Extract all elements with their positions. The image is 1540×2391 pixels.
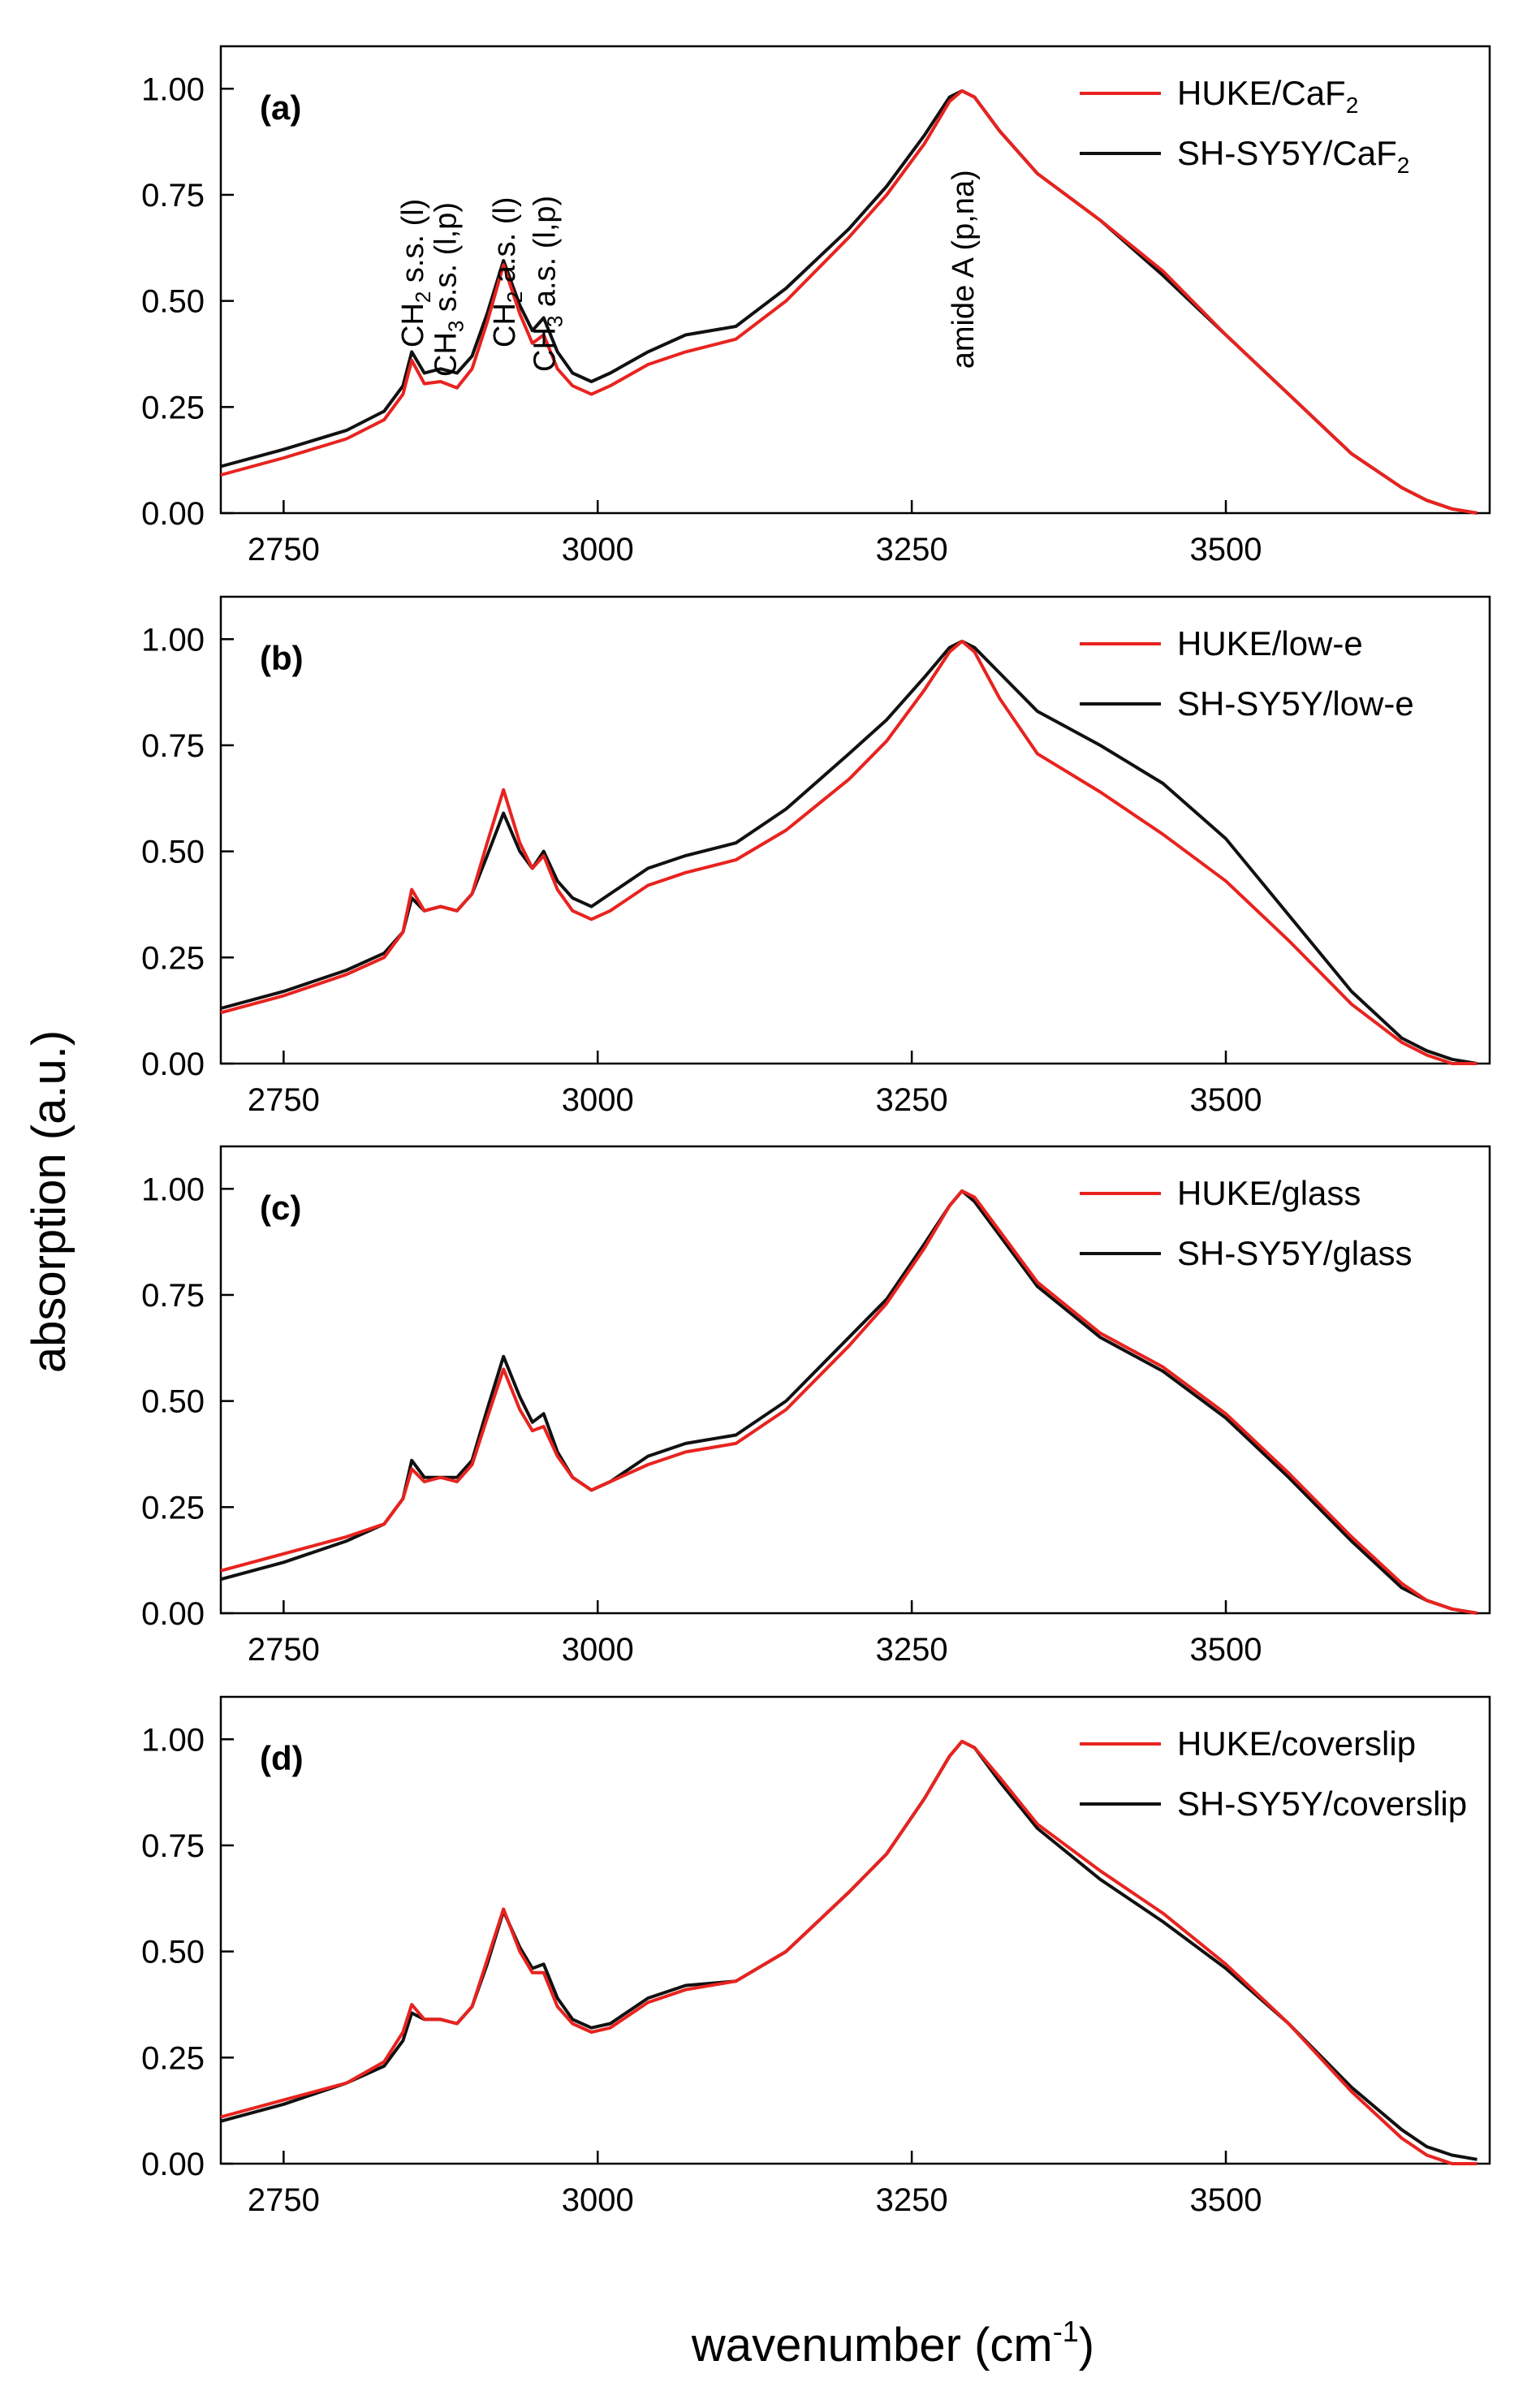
y-tick-label: 0.00: [141, 2147, 205, 2182]
x-tick-label: 2750: [248, 2182, 320, 2218]
y-tick-label: 0.75: [141, 1278, 205, 1314]
x-axis-title-exponent: -1: [1053, 2315, 1079, 2348]
peak-annotation: CH2 a.s. (l): [488, 197, 527, 347]
x-tick-label: 3000: [562, 1082, 634, 1118]
series-line: [220, 88, 1477, 515]
plot-frame: [219, 1145, 1491, 1615]
x-tick-label: 3250: [876, 2182, 948, 2218]
legend-label: SH-SY5Y/glass: [1177, 1234, 1412, 1272]
y-tick-label: 0.75: [141, 1828, 205, 1864]
x-axis-title: wavenumber (cm-1): [691, 2315, 1094, 2372]
series-line: [220, 639, 1477, 1065]
y-tick-label: 0.50: [141, 835, 205, 870]
y-tick-label: 0.00: [141, 1596, 205, 1632]
y-tick-label: 0.50: [141, 1935, 205, 1970]
panel-label: (a): [260, 88, 301, 127]
legend-label: SH-SY5Y/low-e: [1177, 684, 1414, 723]
y-tick-label: 0.25: [141, 1490, 205, 1526]
peak-annotation: CH3 s.s. (l,p): [429, 202, 468, 377]
peak-annotation: CH2 s.s. (l): [396, 199, 435, 347]
panel-label: (c): [260, 1189, 301, 1227]
peak-annotation: amide A (p,na): [947, 170, 981, 369]
peak-annotation: CH3 a.s. (l,p): [528, 196, 567, 372]
series-line: [220, 1189, 1477, 1615]
x-tick-label: 2750: [248, 532, 320, 568]
y-axis-title: absorption (a.u.): [23, 1030, 75, 1373]
x-tick-label: 3500: [1190, 532, 1262, 568]
plot-frame: [219, 1695, 1491, 2165]
y-tick-label: 0.00: [141, 496, 205, 532]
plot-frame: [219, 45, 1491, 515]
series-line: [220, 1189, 1477, 1615]
y-tick-label: 0.25: [141, 2040, 205, 2076]
y-tick-label: 0.25: [141, 390, 205, 425]
legend-label: HUKE/low-e: [1177, 624, 1363, 662]
x-tick-label: 3500: [1190, 2182, 1262, 2218]
y-tick-label: 0.75: [141, 178, 205, 214]
y-tick-label: 1.00: [141, 622, 205, 658]
x-tick-label: 2750: [248, 1632, 320, 1668]
series-line: [220, 1739, 1477, 2165]
legend-label: HUKE/coverslip: [1177, 1724, 1416, 1763]
x-tick-label: 3000: [562, 1632, 634, 1668]
panel-label: (d): [260, 1739, 304, 1777]
y-tick-label: 0.50: [141, 1384, 205, 1420]
legend-label: SH-SY5Y/CaF2: [1177, 134, 1409, 178]
x-tick-label: 3250: [876, 1082, 948, 1118]
y-tick-label: 0.50: [141, 284, 205, 320]
y-tick-label: 0.75: [141, 728, 205, 764]
chart-panel-c: 0.00 0.25 0.50 0.75 1.00 2750 3000 3250 3500 (c) H…: [141, 1145, 1491, 1668]
legend-label: SH-SY5Y/coverslip: [1177, 1785, 1467, 1823]
y-tick-label: 1.00: [141, 71, 205, 107]
y-tick-label: 1.00: [141, 1172, 205, 1207]
x-tick-label: 2750: [248, 1082, 320, 1118]
chart-panel-b: 0.00 0.25 0.50 0.75 1.00 2750 3000 3250 3500 (b) H…: [141, 595, 1491, 1118]
y-tick-label: 0.00: [141, 1047, 205, 1082]
legend-label: HUKE/CaF2: [1177, 74, 1358, 118]
x-tick-label: 3250: [876, 1632, 948, 1668]
chart-panel-d: 0.00 0.25 0.50 0.75 1.00 2750 3000 3250 3500 (d) H…: [141, 1695, 1491, 2218]
x-tick-label: 3250: [876, 532, 948, 568]
legend-label: HUKE/glass: [1177, 1174, 1361, 1212]
chart-panel-a: 0.00 0.25 0.50 0.75 1.00 2750 3000 3250 3500 (a) H…: [141, 45, 1491, 568]
y-tick-label: 1.00: [141, 1722, 205, 1758]
x-tick-label: 3500: [1190, 1632, 1262, 1668]
panel-label: (b): [260, 639, 304, 677]
x-tick-label: 3000: [562, 532, 634, 568]
x-tick-label: 3500: [1190, 1082, 1262, 1118]
x-axis-title-close: ): [1079, 2319, 1094, 2372]
plot-frame: [219, 595, 1491, 1065]
x-tick-label: 3000: [562, 2182, 634, 2218]
x-axis-title-base: wavenumber (cm: [691, 2319, 1053, 2372]
y-tick-label: 0.25: [141, 940, 205, 976]
chart-panels: 0.00 0.25 0.50 0.75 1.00 2750 3000 3250 3500 (a) H…: [141, 45, 1491, 2218]
